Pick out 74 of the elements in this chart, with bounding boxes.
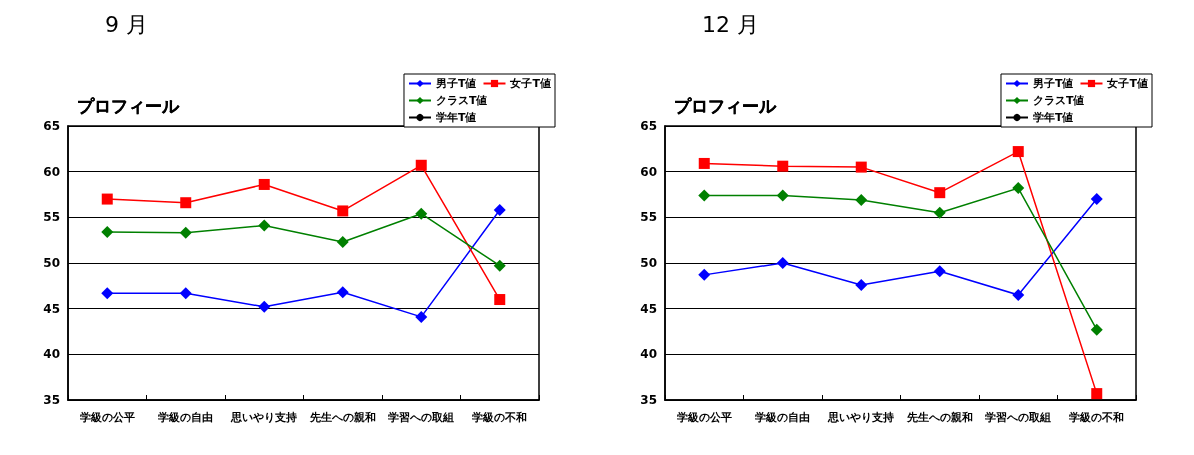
point (776, 189, 789, 202)
legend-label: 男子T値 (434, 77, 477, 90)
point (934, 187, 946, 199)
point (1012, 182, 1025, 195)
x-tick-label: 学習への取組 (388, 411, 455, 424)
y-tick-label: 60 (43, 164, 60, 179)
point (698, 157, 710, 169)
chart-title: 12 月 (702, 11, 759, 37)
y-tick-label: 40 (640, 347, 657, 362)
point (258, 219, 271, 232)
point (415, 310, 428, 323)
point (101, 287, 114, 300)
point (337, 205, 349, 217)
x-tick-label: 学級の不和 (472, 411, 528, 424)
point (258, 178, 270, 190)
point (933, 265, 946, 278)
point (698, 189, 711, 202)
x-tick-label: 先生への親和 (308, 411, 376, 424)
y-tick-label: 55 (43, 210, 60, 225)
y-tick-label: 40 (43, 347, 60, 362)
point (336, 286, 349, 299)
point (494, 294, 506, 306)
y-tick-label: 55 (640, 210, 657, 225)
x-tick-label: 思いやり支持 (230, 411, 298, 424)
chart-title: 9 月 (105, 11, 148, 37)
legend-label: 女子T値 (1106, 77, 1149, 90)
chart-subtitle: プロフィール (674, 95, 777, 116)
y-tick-label: 45 (640, 301, 657, 316)
y-tick-label: 35 (640, 393, 657, 407)
point (493, 204, 506, 217)
point (1090, 193, 1103, 206)
x-tick-label: 学級の公平 (79, 411, 135, 424)
legend-label: 女子T値 (509, 77, 552, 90)
chart-subtitle: プロフィール (77, 95, 180, 116)
legend-label: クラスT値 (435, 94, 488, 107)
point (415, 159, 427, 171)
point (258, 300, 271, 313)
point (101, 193, 113, 205)
x-tick-label: 学級の自由 (755, 411, 811, 424)
y-tick-label: 60 (640, 164, 657, 179)
x-tick-label: 学習への取組 (985, 411, 1052, 424)
point (855, 193, 868, 206)
y-tick-label: 50 (43, 256, 60, 270)
point (776, 257, 789, 269)
legend-label: 男子T値 (1031, 77, 1074, 90)
legend-label: 学年T値 (1032, 111, 1074, 124)
point (179, 226, 192, 239)
x-tick-label: 学級の不和 (1069, 411, 1125, 424)
point (698, 268, 711, 281)
x-tick-label: 学級の公平 (676, 411, 732, 424)
point (933, 206, 946, 219)
x-tick-label: 思いやり支持 (827, 411, 895, 424)
point (855, 161, 867, 173)
point (415, 207, 428, 220)
x-tick-label: 先生への親和 (905, 411, 973, 424)
legend-label: クラスT値 (1032, 94, 1085, 107)
point (101, 225, 114, 238)
y-tick-label: 45 (43, 301, 60, 316)
point (179, 287, 192, 300)
y-tick-label: 65 (43, 119, 60, 133)
legend-label: 学年T値 (435, 111, 477, 124)
point (855, 278, 868, 291)
y-tick-label: 50 (640, 256, 657, 270)
y-tick-label: 35 (43, 393, 60, 407)
point (1012, 288, 1025, 301)
point (336, 235, 349, 248)
x-tick-label: 学級の自由 (158, 411, 214, 424)
point (777, 160, 789, 172)
y-tick-label: 65 (640, 119, 657, 133)
point (1012, 146, 1024, 158)
point (493, 259, 506, 272)
point (1090, 323, 1103, 336)
point (180, 197, 192, 209)
point (1091, 388, 1103, 400)
